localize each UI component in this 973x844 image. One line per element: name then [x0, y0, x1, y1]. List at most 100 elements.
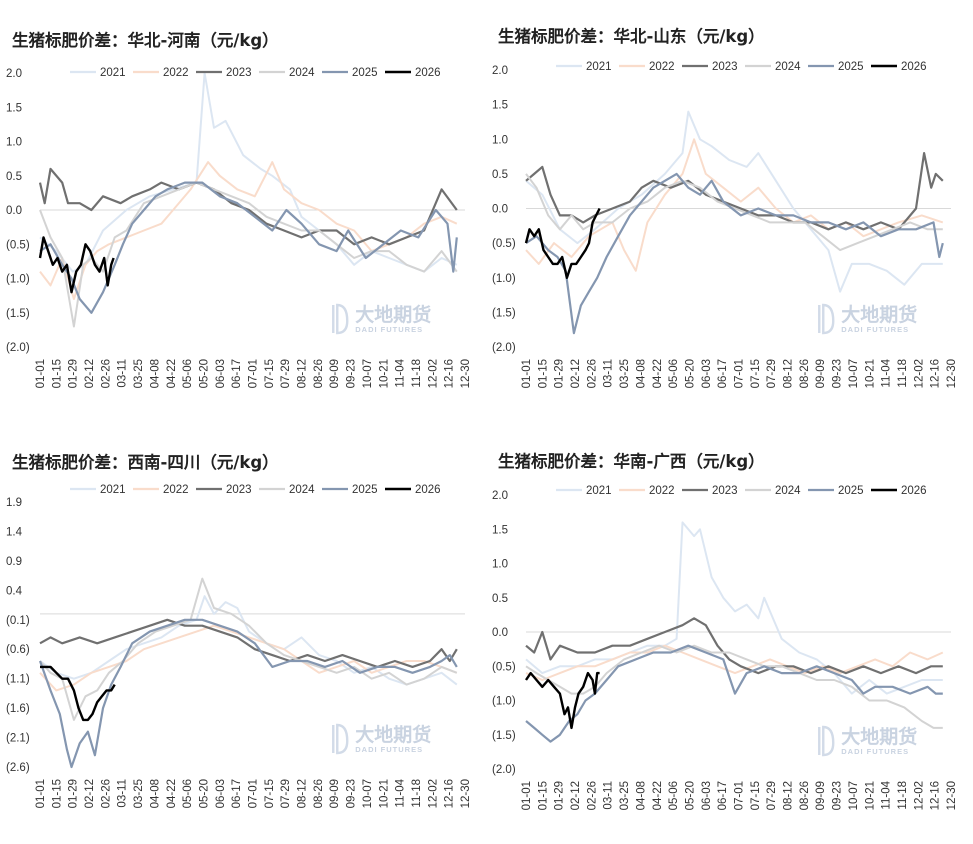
x-tick-label: 02-12 — [84, 359, 96, 388]
x-tick-label: 07-15 — [750, 781, 762, 810]
x-tick-label: 06-17 — [717, 781, 729, 810]
y-tick-label: 0.9 — [6, 556, 22, 568]
legend-label-2024: 2024 — [775, 61, 801, 73]
x-tick-label: 05-20 — [198, 359, 210, 388]
y-tick-label: (2.0) — [492, 764, 516, 776]
series-line-2026 — [40, 665, 116, 722]
x-tick-label: 07-29 — [280, 779, 292, 808]
x-tick-label: 07-15 — [264, 779, 276, 808]
legend-label-2025: 2025 — [838, 485, 864, 497]
x-tick-label: 12-30 — [460, 359, 472, 388]
watermark-logo-icon — [332, 723, 349, 755]
chart-svg-shandong: 生猪标肥价差：华北-山东（元/kg） 2.0 1.5 1.0 0.5 0.0 (0.5) (1… — [492, 26, 958, 388]
x-tick-label: 06-17 — [717, 359, 729, 388]
x-tick-label: 08-26 — [313, 359, 325, 388]
y-tick-label: 1.5 — [492, 524, 508, 536]
x-tick-label: 01-15 — [51, 359, 63, 388]
x-tick-label: 12-30 — [946, 781, 958, 810]
y-tick-label: (1.5) — [6, 308, 30, 320]
watermark-brand-en: DADI FUTURES — [355, 745, 423, 754]
series-line-2022 — [525, 138, 944, 272]
y-tick-label: 0.4 — [6, 585, 23, 597]
x-tick-label: 03-11 — [117, 359, 129, 388]
x-tick-label: 10-21 — [864, 781, 876, 810]
y-tick-label: (2.6) — [6, 762, 30, 774]
x-tick-label: 12-16 — [444, 779, 456, 808]
legend-label-2021: 2021 — [100, 484, 126, 496]
chart-panel-sichuan: 生猪标肥价差：西南-四川（元/kg） 1.9 1.4 0.9 0.4 (0.1) (0.6)… — [0, 422, 486, 844]
series-line-2024 — [39, 577, 458, 721]
x-tick-label: 11-18 — [411, 779, 423, 808]
legend-label-2022: 2022 — [163, 484, 189, 496]
y-tick-label: (2.0) — [6, 342, 30, 354]
y-tick-label: 1.0 — [492, 559, 508, 571]
x-tick-label: 09-09 — [329, 779, 341, 808]
series-line-2021 — [525, 521, 943, 695]
y-tick-label: 1.0 — [6, 137, 22, 149]
legend-label-2023: 2023 — [712, 485, 738, 497]
x-tick-label: 08-26 — [799, 359, 811, 388]
x-tick-label: 08-12 — [297, 779, 309, 808]
series-line-2022 — [525, 644, 944, 681]
chart-svg-henan: 生猪标肥价差：华北-河南（元/kg） 2.0 1.5 1.0 0.5 0.0 (0.5) (1… — [6, 30, 472, 388]
y-tick-label: (1.5) — [492, 307, 516, 319]
watermark-logo-icon — [818, 725, 835, 757]
watermark-brand-en: DADI FUTURES — [841, 325, 909, 334]
x-tick-label: 06-03 — [701, 781, 713, 810]
x-tick-label: 08-12 — [783, 781, 795, 810]
legend-label-2022: 2022 — [649, 61, 675, 73]
y-tick-label: (1.1) — [6, 674, 30, 686]
x-tick-label: 04-08 — [149, 779, 161, 808]
y-tick-label: 2.0 — [492, 490, 508, 502]
legend-label-2024: 2024 — [289, 67, 315, 79]
y-tick-label: 1.0 — [492, 134, 508, 146]
legend-label-2026: 2026 — [415, 484, 441, 496]
legend-label-2023: 2023 — [226, 67, 252, 79]
x-tick-label: 12-30 — [946, 359, 958, 388]
x-tick-label: 02-26 — [586, 359, 598, 388]
x-tick-label: 09-23 — [346, 359, 358, 388]
x-tick-label: 11-04 — [881, 780, 893, 809]
legend-label-2025: 2025 — [352, 484, 378, 496]
x-tick-label: 11-18 — [897, 359, 909, 388]
series-line-2024 — [39, 181, 458, 328]
y-tick-label: (0.6) — [6, 644, 30, 656]
x-tick-label: 02-12 — [570, 359, 582, 388]
x-tick-label: 05-06 — [182, 779, 194, 808]
x-tick-label: 02-12 — [570, 781, 582, 810]
x-tick-label: 01-01 — [521, 359, 533, 388]
series-line-2025 — [525, 172, 944, 335]
watermark-logo-icon — [818, 303, 835, 335]
x-tick-label: 06-03 — [701, 359, 713, 388]
y-tick-label: (1.6) — [6, 703, 30, 715]
series-line-2023 — [39, 618, 458, 668]
chart-panel-henan: 生猪标肥价差：华北-河南（元/kg） 2.0 1.5 1.0 0.5 0.0 (0.5) (1… — [0, 0, 486, 422]
legend-label-2023: 2023 — [712, 61, 738, 73]
series-line-2026 — [524, 207, 601, 279]
x-tick-label: 01-01 — [35, 359, 47, 388]
x-tick-label: 06-03 — [215, 359, 227, 388]
series-line-2026 — [38, 236, 115, 294]
x-tick-label: 10-07 — [362, 779, 374, 808]
x-tick-label: 08-26 — [799, 781, 811, 810]
y-tick-label: (0.5) — [6, 239, 30, 251]
series-line-2026 — [525, 671, 600, 730]
legend-label-2024: 2024 — [775, 485, 801, 497]
x-tick-label: 01-29 — [554, 359, 566, 388]
x-tick-label: 07-01 — [248, 359, 260, 388]
x-tick-label: 06-17 — [231, 359, 243, 388]
x-tick-label: 01-29 — [554, 781, 566, 810]
x-tick-label: 10-21 — [864, 359, 876, 388]
y-tick-label: 0.0 — [492, 204, 508, 216]
x-tick-label: 01-01 — [521, 781, 533, 810]
x-tick-label: 09-09 — [815, 359, 827, 388]
y-tick-label: 1.9 — [6, 497, 22, 509]
chart-panel-guangxi: 生猪标肥价差：华南-广西（元/kg） 2.0 1.5 1.0 0.5 0.0 (0.5) (1… — [486, 422, 972, 844]
x-tick-label: 10-07 — [362, 359, 374, 388]
x-tick-label: 07-29 — [280, 359, 292, 388]
x-tick-label: 11-04 — [395, 358, 407, 387]
x-tick-label: 03-11 — [117, 779, 129, 808]
chart-title: 生猪标肥价差：西南-四川（元/kg） — [12, 452, 279, 472]
x-tick-label: 07-15 — [264, 359, 276, 388]
x-tick-label: 04-08 — [635, 359, 647, 388]
